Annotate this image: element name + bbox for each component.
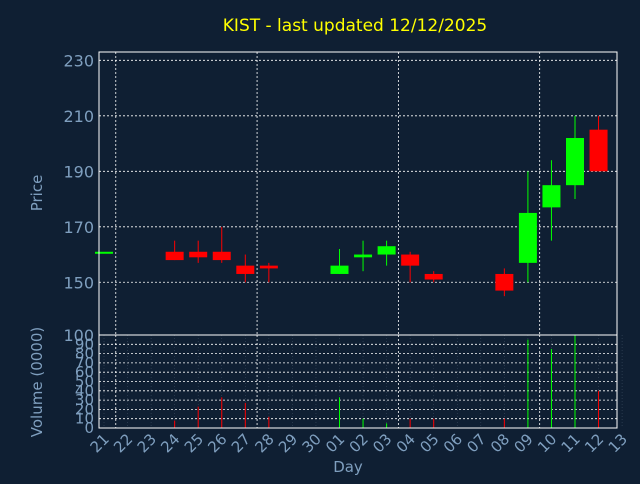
candle-body [589,129,608,172]
day-tick-label: 03 [369,430,395,456]
volume-tick-label: 60 [75,363,94,381]
candle-body [542,185,561,208]
day-tick-label: 27 [228,430,254,456]
candle-body [377,246,396,255]
day-tick-label: 11 [558,430,584,456]
day-tick-label: 04 [393,430,419,456]
volume-tick-label: 40 [75,382,94,400]
day-tick-label: 05 [416,430,442,456]
volume-tick-label: 0 [84,419,94,437]
volume-plot-frame [98,334,618,429]
day-tick-label: 24 [157,430,183,456]
candle-body [354,254,373,258]
price-tick-label: 170 [63,218,94,237]
x-axis-label: Day [333,458,363,476]
candle-body [259,265,278,269]
candle-body [330,265,349,274]
volume-axis-label: Volume (0000) [28,327,46,437]
day-tick-label: 06 [440,430,466,456]
volume-grid [99,335,623,428]
price-tick-label: 210 [63,107,94,126]
candle-body [566,138,584,186]
day-tick-label: 23 [134,430,160,456]
candle-body [165,251,184,261]
price-tick-label: 190 [63,162,94,181]
price-axis-label: Price [28,175,46,212]
volume-tick-label: 30 [75,391,94,409]
day-tick-label: 08 [487,430,513,456]
volume-tick-label: 10 [75,410,94,428]
price-grid [99,52,617,335]
day-tick-label: 09 [510,430,536,456]
candle-body [189,251,208,258]
day-tick-label: 01 [322,430,348,456]
day-tick-label: 25 [181,430,207,456]
candle-body [236,265,255,274]
candle-body [212,251,231,261]
volume-bars [174,335,600,428]
volume-tick-label: 20 [75,400,94,418]
plot-frames [98,51,618,429]
day-tick-label: 13 [605,430,631,456]
volume-tick-label: 90 [75,335,94,353]
candle-body [424,273,443,280]
candle-body [518,212,537,263]
candles [95,115,608,297]
volume-tick-label: 70 [75,354,94,372]
day-tick-label: 30 [299,430,325,456]
price-tick-label: 150 [63,273,94,292]
volume-top-tick-label: 100 [63,326,94,345]
day-tick-label: 22 [110,430,136,456]
candle-body [95,251,113,254]
day-tick-label: 02 [346,430,372,456]
candle-body [401,254,420,266]
day-tick-label: 07 [463,430,489,456]
day-tick-label: 12 [581,430,607,456]
candle-body [495,273,514,291]
day-tick-label: 29 [275,430,301,456]
price-tick-label: 230 [63,51,94,70]
day-tick-label: 10 [534,430,560,456]
chart-title: KIST - last updated 12/12/2025 [223,16,487,36]
volume-tick-label: 80 [75,345,94,363]
day-tick-labels: 2122232425262728293001020304050607080910… [87,430,631,456]
volume-tick-label: 50 [75,373,94,391]
day-tick-label: 28 [251,430,277,456]
day-tick-label: 26 [204,430,230,456]
price-tick-labels: 150 170 190 210 230 [63,51,94,292]
